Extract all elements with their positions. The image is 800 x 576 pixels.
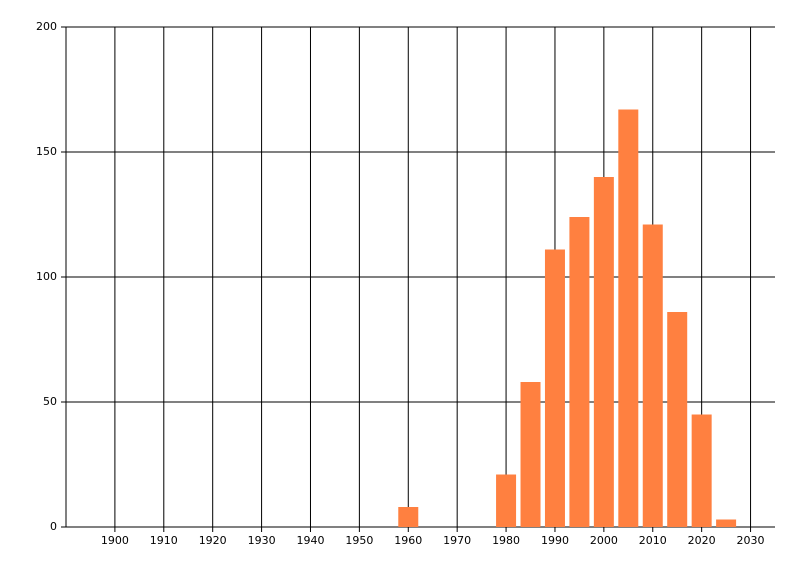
bar	[569, 217, 590, 527]
y-tick-label: 150	[36, 145, 57, 158]
y-tick-label: 50	[43, 395, 57, 408]
x-tick-label: 1960	[394, 534, 422, 547]
bar	[642, 224, 663, 527]
bar	[618, 109, 639, 527]
x-tick-label: 1920	[199, 534, 227, 547]
x-tick-label: 2010	[639, 534, 667, 547]
x-tick-label: 1950	[345, 534, 373, 547]
x-tick-label: 2000	[590, 534, 618, 547]
bar	[667, 312, 688, 527]
bar	[496, 474, 517, 527]
bar	[520, 382, 541, 527]
x-tick-label: 2020	[688, 534, 716, 547]
y-tick-label: 0	[50, 520, 57, 533]
x-tick-label: 1980	[492, 534, 520, 547]
bar	[398, 507, 419, 527]
x-tick-label: 1900	[101, 534, 129, 547]
y-tick-label: 100	[36, 270, 57, 283]
x-tick-label: 2030	[737, 534, 765, 547]
bar	[691, 414, 712, 527]
x-tick-label: 1990	[541, 534, 569, 547]
bar	[716, 519, 737, 527]
bar	[593, 177, 614, 527]
x-tick-label: 1940	[296, 534, 324, 547]
y-tick-label: 200	[36, 20, 57, 33]
x-tick-label: 1910	[150, 534, 178, 547]
x-tick-label: 1930	[248, 534, 276, 547]
x-tick-label: 1970	[443, 534, 471, 547]
bar	[544, 249, 565, 527]
